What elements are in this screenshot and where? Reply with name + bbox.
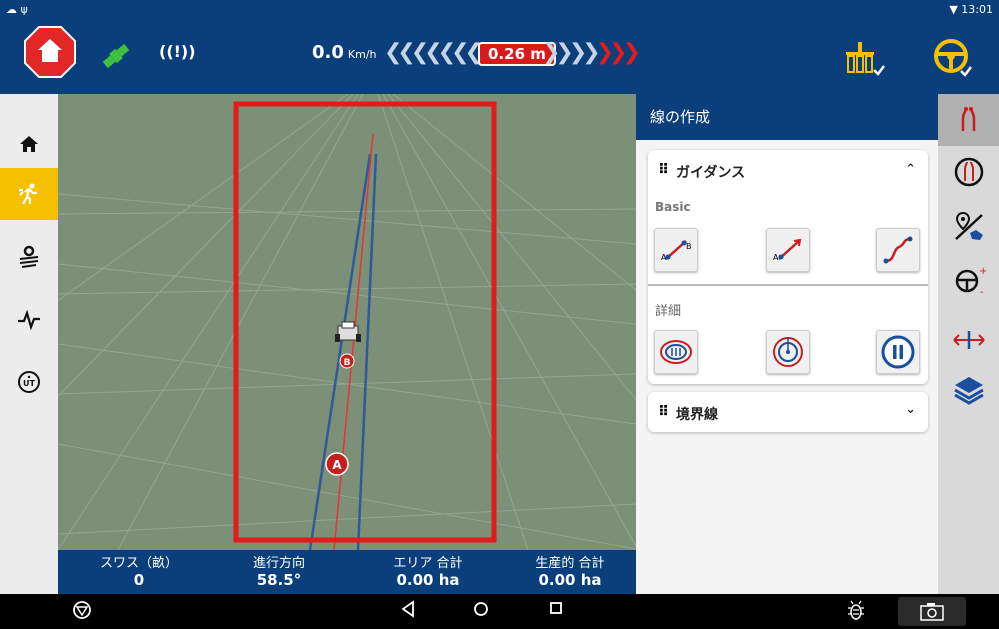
satellite-icon[interactable] xyxy=(98,38,134,78)
svg-text:A: A xyxy=(332,458,342,472)
pause-icon xyxy=(881,335,915,369)
implement-icon[interactable] xyxy=(840,36,886,78)
nav-run[interactable] xyxy=(0,168,58,220)
android-nav-bar xyxy=(0,594,999,629)
guidance-header[interactable]: ⠿ ガイダンス ⌃ xyxy=(658,162,916,181)
a-plus-heading-icon: A xyxy=(773,238,802,262)
location-field-icon xyxy=(954,211,983,240)
chevron-up-icon: ⌃ xyxy=(905,162,916,177)
pivot-field-button[interactable] xyxy=(654,330,698,374)
svg-text:UT: UT xyxy=(23,379,35,388)
drag-handle-icon: ⠿ xyxy=(658,162,669,178)
pivot-field-icon xyxy=(660,340,692,364)
ut-icon: UT xyxy=(18,371,40,393)
recents-button[interactable] xyxy=(548,600,564,621)
status-icons: ☁ ψ xyxy=(6,3,28,16)
chevron-down-icon: ⌄ xyxy=(905,402,916,417)
pause-button[interactable] xyxy=(876,330,920,374)
back-button[interactable] xyxy=(400,600,416,623)
panel-title: 線の作成 xyxy=(636,94,938,140)
rnav-guidance-lines[interactable] xyxy=(938,94,999,146)
nav-field-settings[interactable] xyxy=(0,230,58,282)
runner-icon xyxy=(19,183,37,205)
recents-icon xyxy=(550,602,562,614)
layers-icon xyxy=(953,377,984,405)
rnav-layers[interactable] xyxy=(938,364,999,416)
clock: ▼ 13:01 xyxy=(949,3,993,16)
svg-text:-: - xyxy=(980,287,984,297)
vendor-logo-icon[interactable] xyxy=(72,600,92,625)
nav-diagnostics[interactable] xyxy=(0,294,58,346)
field-settings-icon xyxy=(19,245,39,268)
lightbar-left: ❮❮❮❮❮❮❮ xyxy=(384,40,483,65)
stat-swath: スワス（畝） 0 xyxy=(99,556,178,589)
camera-icon xyxy=(920,603,944,621)
nav-home[interactable] xyxy=(0,118,58,170)
stat-area-total: エリア 合計 0.00 ha xyxy=(393,556,463,589)
tractor-icon xyxy=(335,321,361,342)
home-icon xyxy=(20,136,38,152)
ab-line-button[interactable]: A B xyxy=(654,228,698,272)
rnav-steering-sensitivity[interactable]: + - xyxy=(938,254,999,306)
svg-text:+: + xyxy=(979,266,986,277)
steering-wheel-icon[interactable] xyxy=(933,38,973,78)
svg-text:B: B xyxy=(686,242,692,251)
speed-readout: 0.0 Km/h xyxy=(312,42,377,63)
guidance-lines-icon xyxy=(961,107,975,131)
rnav-shift-lines[interactable] xyxy=(938,146,999,198)
right-nav: + - xyxy=(938,94,999,594)
stop-sign-icon xyxy=(24,26,76,78)
svg-text:A: A xyxy=(773,253,779,262)
center-pivot-button[interactable] xyxy=(766,330,810,374)
rnav-nudge[interactable] xyxy=(938,314,999,366)
detail-label: 詳細 xyxy=(655,304,682,319)
offset-badge: 0.26 m xyxy=(478,42,556,66)
line-creation-panel: 線の作成 ⠿ ガイダンス ⌃ Basic A B A xyxy=(636,94,938,594)
home-button[interactable] xyxy=(472,600,490,623)
marker-b: B xyxy=(339,353,355,369)
divider xyxy=(648,284,928,286)
guidance-card: ⠿ ガイダンス ⌃ Basic A B A xyxy=(648,150,928,384)
stats-bar: スワス（畝） 0 進行方向 58.5° エリア 合計 0.00 ha 生産的 合計 0.… xyxy=(58,550,636,594)
marker-a: A xyxy=(325,452,349,476)
stat-heading: 進行方向 58.5° xyxy=(252,556,305,589)
signal-indicator[interactable]: ((!)) xyxy=(159,42,196,61)
pulse-icon xyxy=(18,310,40,330)
svg-text:A: A xyxy=(661,253,667,262)
basic-label: Basic xyxy=(655,200,691,214)
back-icon xyxy=(401,600,414,618)
rnav-location-field[interactable] xyxy=(938,200,999,252)
steering-sensitivity-icon: + - xyxy=(955,266,986,297)
svg-text:B: B xyxy=(344,358,351,368)
ab-line-icon: A B xyxy=(661,240,692,262)
circle-home-icon xyxy=(474,602,488,616)
bug-report-icon[interactable] xyxy=(846,600,866,627)
boundary-card[interactable]: ⠿ 境界線 ⌄ xyxy=(648,392,928,432)
drag-handle-icon: ⠿ xyxy=(658,404,669,420)
map-view[interactable]: B A xyxy=(58,94,636,550)
field-map: B A xyxy=(58,94,636,550)
a-plus-heading-button[interactable]: A xyxy=(766,228,810,272)
screenshot-button[interactable] xyxy=(898,597,966,626)
status-bar: ☁ ψ ▼ 13:01 xyxy=(0,0,999,20)
center-pivot-icon xyxy=(773,337,803,367)
nav-ut[interactable]: UT xyxy=(0,356,58,408)
top-bar: ((!)) 0.0 Km/h ❮❮❮❮❮❮❮ 0.26 m ❯❯❯❯❯❯❯ xyxy=(0,20,999,94)
stat-productive-total: 生産的 合計 0.00 ha xyxy=(535,556,605,589)
nudge-icon xyxy=(952,331,985,349)
left-nav: UT xyxy=(0,94,58,594)
shift-lines-icon xyxy=(954,157,983,187)
curve-line-button[interactable] xyxy=(876,228,920,272)
home-stop-button[interactable] xyxy=(24,26,76,78)
curve-line-icon xyxy=(883,236,913,264)
lightbar-right: ❯❯❯❯❯❯❯ xyxy=(542,40,641,65)
